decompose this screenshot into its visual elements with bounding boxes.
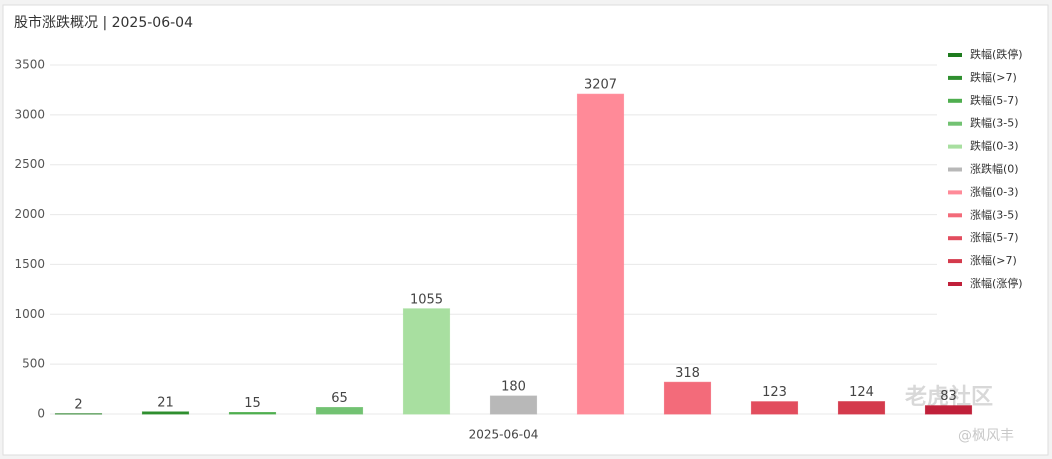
watermark-author: @枫风丰: [958, 428, 1014, 444]
y-tick-label: 500: [22, 357, 45, 371]
bar: [489, 395, 538, 415]
bar: [663, 381, 712, 415]
legend-label: 跌幅(>7): [970, 70, 1017, 84]
y-tick-label: 0: [37, 407, 45, 421]
value-label: 21: [157, 395, 174, 410]
legend-label: 跌幅(0-3): [970, 139, 1019, 153]
legend-label: 涨幅(涨停): [970, 276, 1023, 290]
bar: [576, 93, 625, 415]
value-label: 318: [675, 366, 700, 381]
legend-label: 涨跌幅(0): [970, 162, 1019, 176]
chart-title: 股市涨跌概况 | 2025-06-04: [14, 14, 193, 31]
bar: [228, 412, 277, 415]
legend-label: 跌幅(5-7): [970, 93, 1019, 107]
bar: [315, 407, 364, 415]
y-tick-label: 1500: [14, 257, 45, 271]
bar: [837, 401, 886, 415]
value-label: 3207: [584, 78, 617, 93]
x-tick-label: 2025-06-04: [469, 428, 539, 442]
y-tick-label: 1000: [14, 307, 45, 321]
value-label: 124: [849, 385, 874, 400]
y-tick-label: 2000: [14, 207, 45, 221]
value-label: 83: [940, 389, 957, 404]
legend-label: 涨幅(>7): [970, 254, 1017, 267]
legend-label: 涨幅(3-5): [970, 208, 1019, 221]
bar: [402, 308, 451, 415]
y-tick-label: 3000: [14, 107, 45, 121]
legend-label: 跌幅(3-5): [970, 116, 1019, 130]
legend-label: 跌幅(跌停): [970, 47, 1023, 61]
bar: [924, 405, 973, 415]
legend-label: 涨幅(0-3): [970, 185, 1019, 198]
value-label: 1055: [410, 292, 443, 307]
value-label: 65: [331, 391, 348, 406]
value-label: 180: [501, 380, 526, 395]
bar: [750, 401, 799, 415]
value-label: 15: [244, 396, 261, 411]
chart-frame: [2, 4, 1049, 456]
value-label: 2: [74, 397, 82, 412]
y-tick-label: 3500: [14, 58, 45, 72]
bar: [141, 411, 190, 415]
legend-label: 涨幅(5-7): [970, 231, 1019, 244]
value-label: 123: [762, 385, 787, 400]
y-tick-label: 2500: [14, 157, 45, 171]
